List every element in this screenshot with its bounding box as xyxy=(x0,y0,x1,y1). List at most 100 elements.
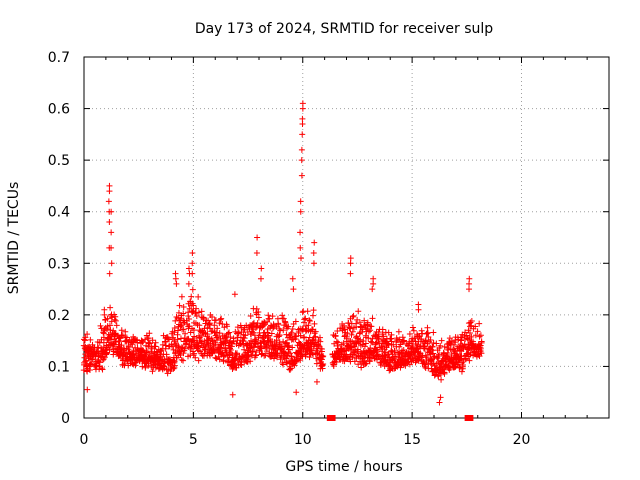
data-point xyxy=(285,323,292,330)
data-point xyxy=(280,315,287,322)
data-point xyxy=(212,354,219,361)
data-point xyxy=(320,361,327,368)
data-point xyxy=(180,326,187,333)
data-point xyxy=(280,361,287,368)
data-point xyxy=(102,317,109,324)
data-point xyxy=(190,337,197,344)
data-point xyxy=(123,334,130,341)
axes xyxy=(83,56,610,419)
data-point xyxy=(216,330,223,337)
data-point xyxy=(433,340,440,347)
data-point xyxy=(271,355,278,362)
data-point xyxy=(106,322,113,329)
data-point xyxy=(254,234,261,241)
data-point xyxy=(370,280,377,287)
data-point xyxy=(130,347,137,354)
data-point xyxy=(357,336,364,343)
data-point xyxy=(289,344,296,351)
data-point xyxy=(301,316,308,323)
data-point xyxy=(119,332,126,339)
data-point xyxy=(298,172,305,179)
data-point xyxy=(436,399,443,406)
data-point xyxy=(466,280,473,287)
data-point xyxy=(466,286,473,293)
data-point xyxy=(347,255,354,262)
data-point xyxy=(285,346,292,353)
data-point xyxy=(299,105,306,112)
data-point xyxy=(298,157,305,164)
data-point xyxy=(213,337,220,344)
data-point xyxy=(146,330,153,337)
data-point xyxy=(287,365,294,372)
data-point xyxy=(188,293,195,300)
data-point xyxy=(105,198,112,205)
data-point xyxy=(253,337,260,344)
data-point xyxy=(365,335,372,342)
data-point xyxy=(341,322,348,329)
data-point xyxy=(247,358,254,365)
data-point xyxy=(423,354,430,361)
data-point xyxy=(319,353,326,360)
data-point xyxy=(310,307,317,314)
x-tick-label: 10 xyxy=(294,432,312,448)
data-point xyxy=(468,322,475,329)
data-point xyxy=(231,359,238,366)
data-point xyxy=(247,312,254,319)
data-point xyxy=(242,332,249,339)
data-point xyxy=(401,337,408,344)
data-point xyxy=(399,338,406,345)
data-point xyxy=(142,336,149,343)
data-point xyxy=(299,100,306,107)
data-point xyxy=(110,327,117,334)
data-point xyxy=(269,325,276,332)
data-point xyxy=(333,359,340,366)
y-axis-title: SRMTID / TECUs xyxy=(6,182,22,295)
data-point xyxy=(253,249,260,256)
data-point xyxy=(364,322,371,329)
data-point xyxy=(198,308,205,315)
data-point xyxy=(421,361,428,368)
data-point xyxy=(129,341,136,348)
data-point xyxy=(180,357,187,364)
data-point xyxy=(212,317,219,324)
data-point xyxy=(310,249,317,256)
data-point xyxy=(113,322,120,329)
data-point xyxy=(149,368,156,375)
data-point xyxy=(461,341,468,348)
data-point xyxy=(465,344,472,351)
data-point xyxy=(441,370,448,377)
data-point xyxy=(106,219,113,226)
data-point xyxy=(171,359,178,366)
data-point xyxy=(472,323,479,330)
data-point xyxy=(161,338,168,345)
data-point xyxy=(249,321,256,328)
data-point xyxy=(122,328,129,335)
data-point xyxy=(422,352,429,359)
data-point xyxy=(477,345,484,352)
data-point xyxy=(468,317,475,324)
data-point xyxy=(118,327,125,334)
data-point xyxy=(283,331,290,338)
data-point xyxy=(101,306,108,313)
data-point xyxy=(318,348,325,355)
data-point xyxy=(107,304,114,311)
data-point xyxy=(474,328,481,335)
data-point xyxy=(305,322,312,329)
data-point xyxy=(458,334,465,341)
data-point xyxy=(462,329,469,336)
data-point xyxy=(297,244,304,251)
data-point xyxy=(362,350,369,357)
data-point xyxy=(206,321,213,328)
data-point xyxy=(264,329,271,336)
data-point xyxy=(227,346,234,353)
data-point xyxy=(106,270,113,277)
data-point xyxy=(446,365,453,372)
data-point xyxy=(162,345,169,352)
data-point xyxy=(390,341,397,348)
data-point xyxy=(204,331,211,338)
data-point xyxy=(84,331,91,338)
data-point xyxy=(362,340,369,347)
data-point xyxy=(356,319,363,326)
y-tick-labels: 0 0.1 0.2 0.3 0.4 0.5 0.6 0.7 xyxy=(48,50,70,427)
data-point xyxy=(311,239,318,246)
